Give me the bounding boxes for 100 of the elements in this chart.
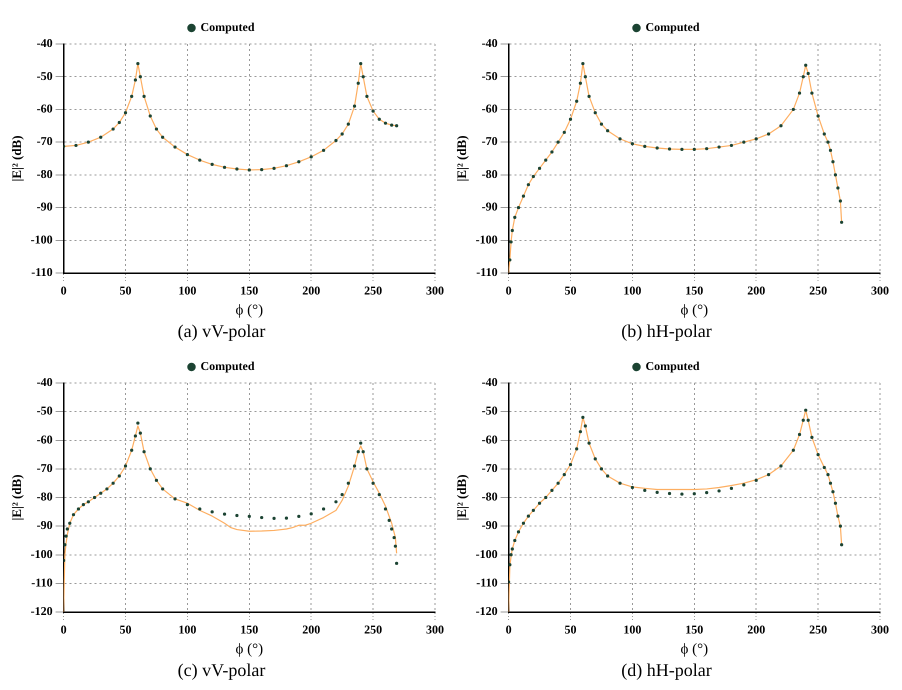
point <box>742 140 746 144</box>
y-tick-label: -120 <box>476 604 498 618</box>
y-tick-label: -40 <box>36 375 53 390</box>
point <box>668 147 672 151</box>
y-axis-title: |E|² (dB) <box>454 135 470 182</box>
point <box>134 78 137 82</box>
point <box>346 122 350 126</box>
point <box>395 124 398 128</box>
point <box>138 431 142 435</box>
point <box>606 129 610 132</box>
point <box>161 487 164 491</box>
x-tick-label: 150 <box>685 283 704 298</box>
point <box>509 553 513 556</box>
point <box>272 516 276 520</box>
y-tick-label: -40 <box>482 36 498 50</box>
point <box>516 206 520 210</box>
point <box>356 82 360 85</box>
y-tick-label: -40 <box>36 36 53 50</box>
point <box>556 482 560 485</box>
y-tick-label: -80 <box>36 490 53 504</box>
point <box>272 166 276 170</box>
point <box>248 514 251 518</box>
y-tick-label: -70 <box>482 460 498 475</box>
point <box>352 464 356 468</box>
point <box>130 448 134 452</box>
point <box>392 536 396 540</box>
point <box>618 137 622 140</box>
point <box>134 434 137 438</box>
x-tick-label: 300 <box>871 622 889 636</box>
point <box>362 450 365 454</box>
point <box>235 167 239 171</box>
point <box>359 442 362 445</box>
point <box>118 474 121 478</box>
x-axis-title: ϕ (°) <box>235 302 264 318</box>
y-tick-label: -110 <box>31 575 53 590</box>
point <box>680 148 684 151</box>
point <box>538 502 542 505</box>
point <box>260 168 264 172</box>
point <box>76 507 80 511</box>
point <box>556 140 560 144</box>
point <box>630 486 634 490</box>
point <box>284 164 288 168</box>
point <box>136 421 140 425</box>
point <box>138 75 142 78</box>
point <box>562 473 566 476</box>
text: (b) hH-polar <box>621 320 712 341</box>
y-tick-label: -60 <box>482 432 498 446</box>
y-tick-label: -110 <box>31 265 53 280</box>
point <box>66 527 69 531</box>
point <box>142 94 146 98</box>
point <box>112 127 115 131</box>
x-axis-title: ϕ (°) <box>680 302 708 318</box>
point <box>717 489 721 493</box>
point <box>828 148 832 152</box>
point <box>297 160 300 164</box>
point <box>356 450 360 454</box>
point <box>717 145 721 149</box>
point <box>766 132 770 136</box>
point <box>118 120 121 124</box>
point <box>222 512 226 516</box>
point <box>802 75 805 78</box>
point <box>754 137 758 140</box>
point <box>334 500 338 504</box>
point <box>779 464 783 468</box>
point <box>235 514 239 518</box>
x-axis-title: ϕ (°) <box>680 641 708 658</box>
point <box>516 530 520 534</box>
point <box>766 473 770 476</box>
point <box>838 199 842 203</box>
point <box>68 522 72 525</box>
point <box>510 228 514 232</box>
x-tick-label: 100 <box>178 283 196 298</box>
point <box>587 442 591 445</box>
point <box>643 488 646 492</box>
point <box>822 132 826 136</box>
legend-label: Computed <box>645 20 700 34</box>
y-tick-label: -60 <box>482 102 498 116</box>
point <box>340 493 344 496</box>
point <box>822 466 826 470</box>
point <box>248 168 251 172</box>
x-tick-label: 300 <box>426 283 444 298</box>
y-axis-title: |E|² (dB) <box>9 474 24 521</box>
point <box>562 130 566 134</box>
point <box>322 507 326 511</box>
y-tick-label: -100 <box>476 232 498 246</box>
point <box>384 122 388 125</box>
point <box>606 474 610 478</box>
x-tick-label: 250 <box>809 283 828 298</box>
x-tick-label: 200 <box>302 283 320 298</box>
point <box>806 418 810 422</box>
point <box>618 482 622 485</box>
x-tick-label: 250 <box>364 622 382 636</box>
point <box>584 75 587 78</box>
point <box>112 482 115 485</box>
y-tick-label: -120 <box>30 604 53 618</box>
y-tick-label: -70 <box>36 460 53 475</box>
point <box>568 118 572 121</box>
point <box>310 512 313 516</box>
point <box>550 150 554 154</box>
point <box>86 140 90 144</box>
